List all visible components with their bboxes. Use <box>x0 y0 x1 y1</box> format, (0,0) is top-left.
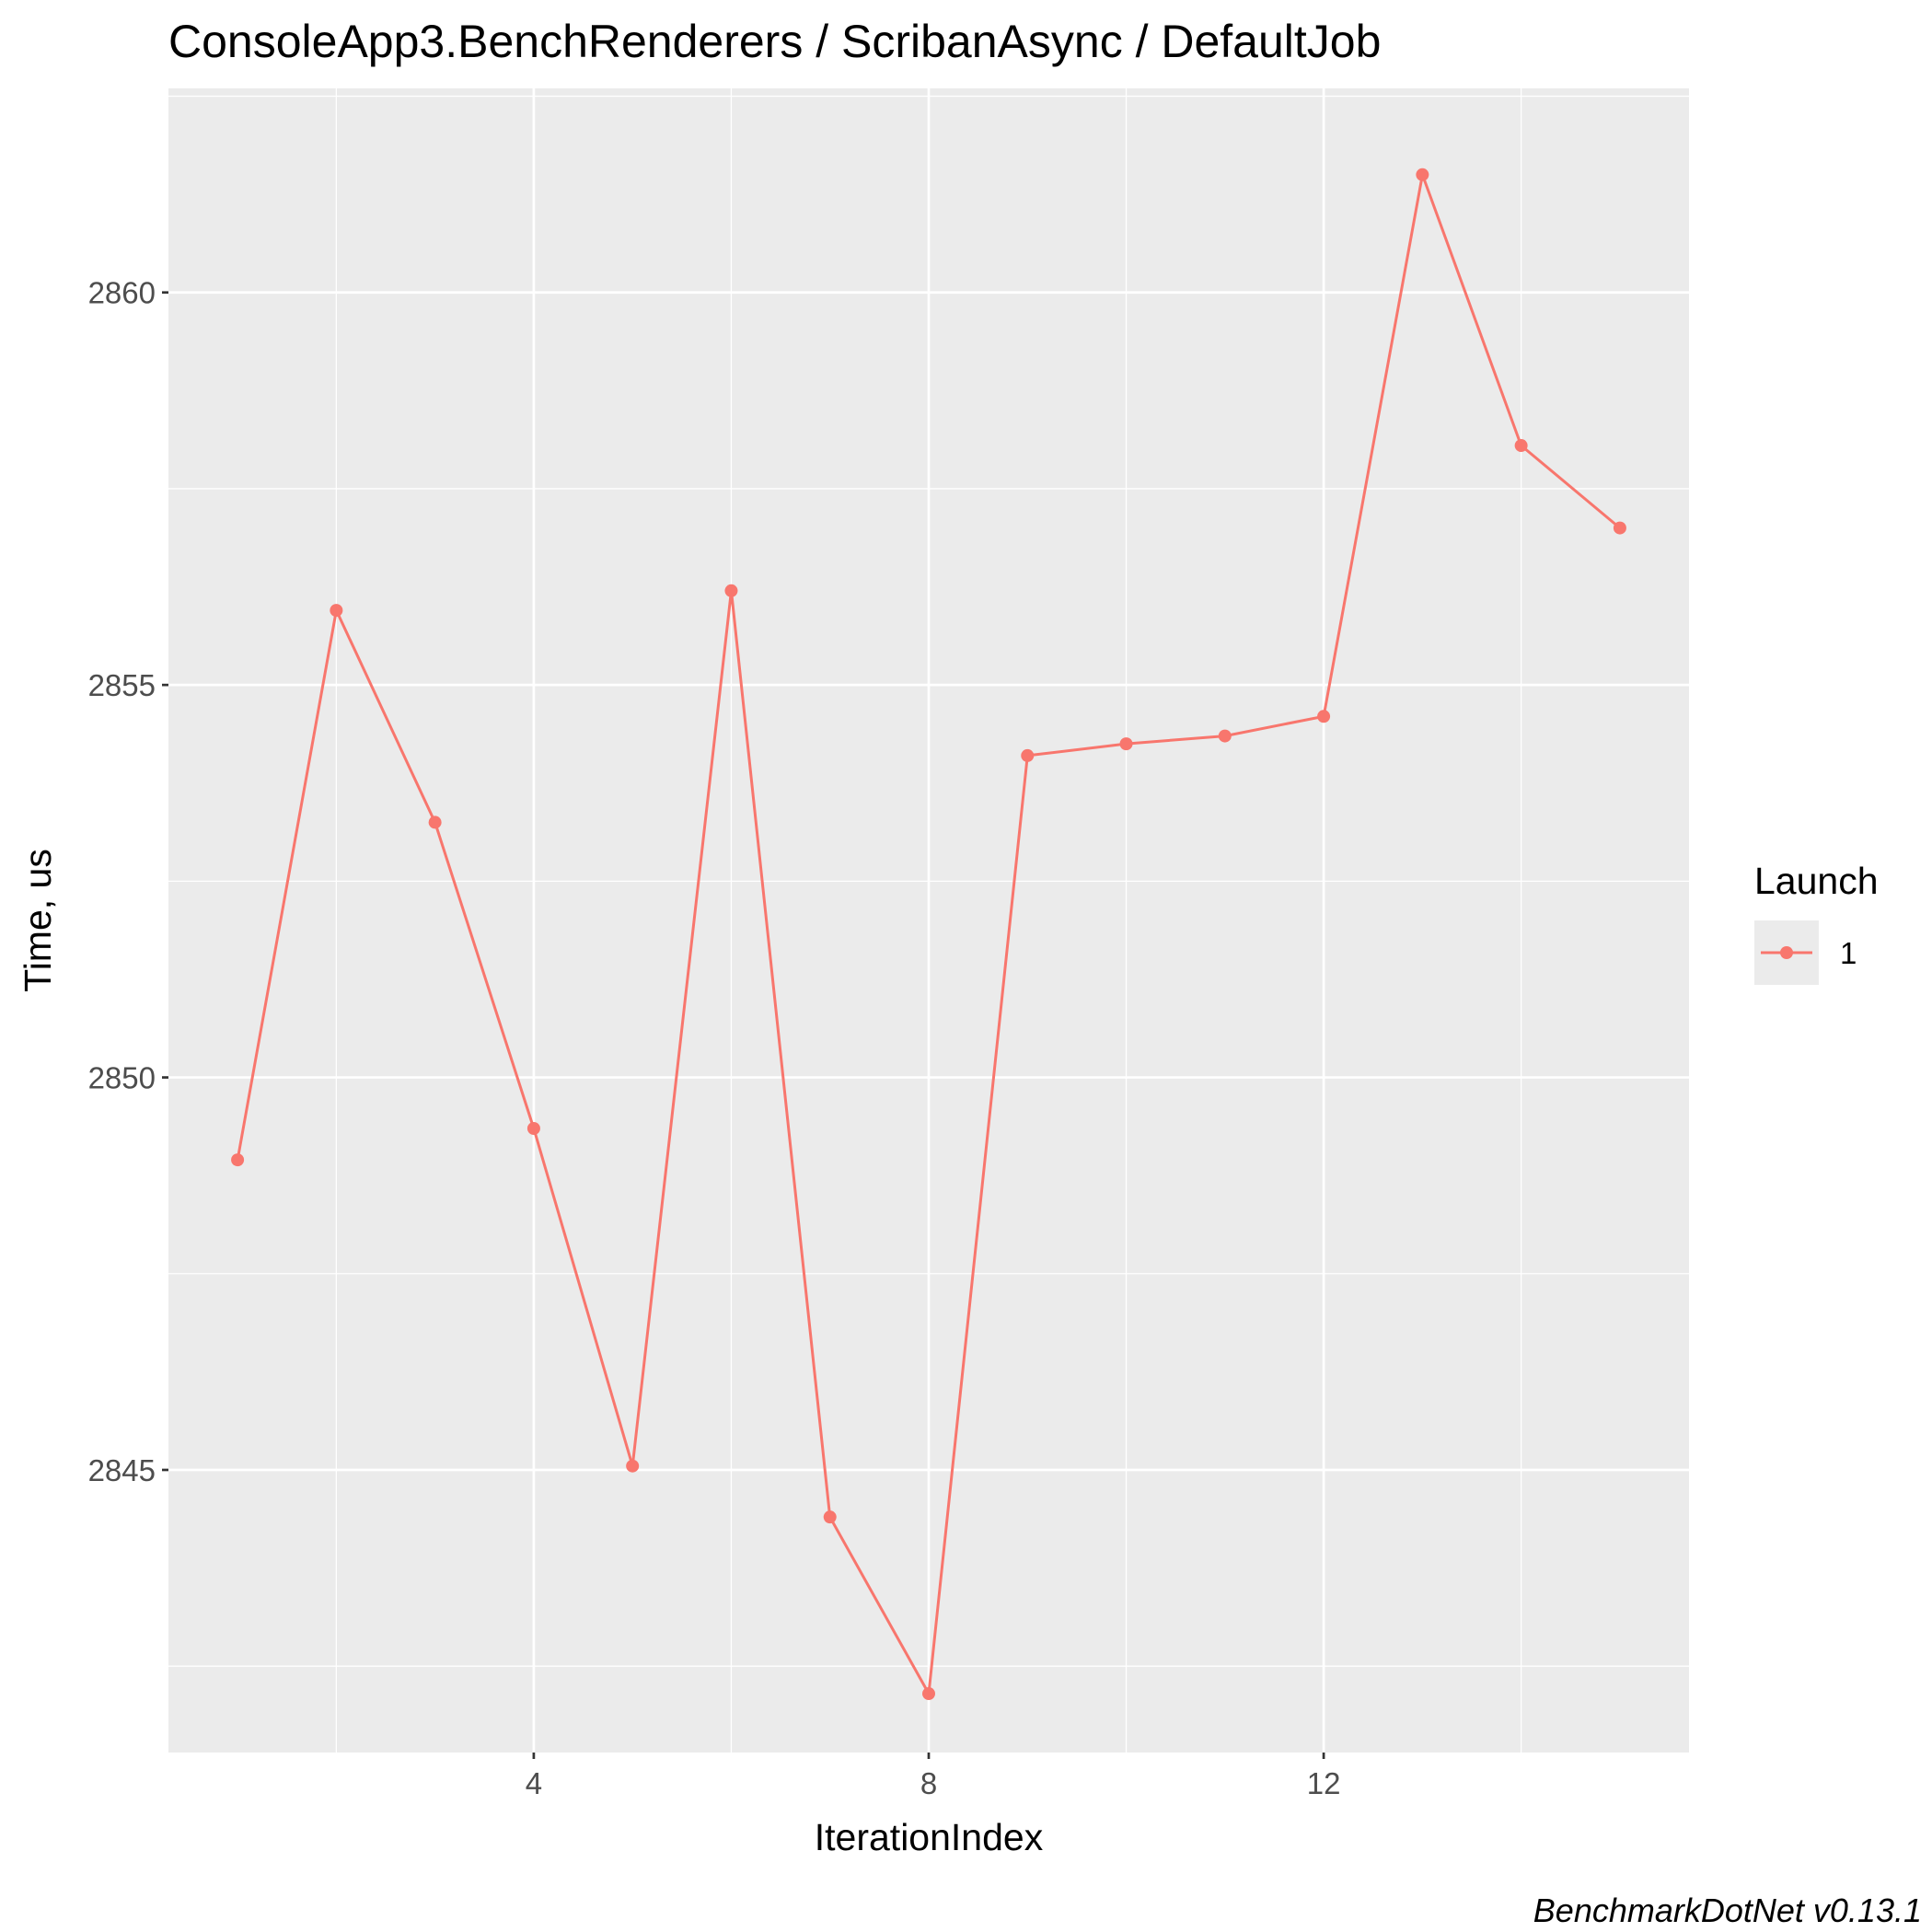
data-point <box>922 1687 935 1701</box>
data-point <box>724 584 738 597</box>
major-gridlines <box>168 88 1689 1753</box>
y-tick-label: 2845 <box>88 1453 156 1487</box>
data-point <box>1317 710 1331 723</box>
x-tick-label: 8 <box>920 1766 937 1800</box>
data-point <box>330 604 343 618</box>
y-tick-label: 2860 <box>88 276 156 310</box>
series-layer <box>231 168 1626 1701</box>
y-axis-title: Time, us <box>17 849 59 992</box>
caption: BenchmarkDotNet v0.13.1 <box>1533 1892 1922 1929</box>
data-point <box>428 816 442 829</box>
legend-title: Launch <box>1754 860 1879 902</box>
data-point <box>1021 748 1035 762</box>
data-point <box>1218 729 1232 743</box>
chart-title: ConsoleApp3.BenchRenderers / ScribanAsyn… <box>168 16 1381 67</box>
x-tick-label: 4 <box>526 1766 542 1800</box>
x-axis-title: IterationIndex <box>815 1816 1044 1858</box>
data-point <box>1514 439 1528 453</box>
x-axis-ticks: 4 8 12 <box>526 1753 1341 1800</box>
data-point <box>823 1510 837 1524</box>
legend-label: 1 <box>1840 936 1857 970</box>
y-tick-label: 2850 <box>88 1061 156 1095</box>
x-tick-label: 12 <box>1307 1766 1341 1800</box>
data-point <box>1416 168 1429 181</box>
y-tick-label: 2855 <box>88 668 156 702</box>
data-point <box>526 1122 540 1135</box>
data-point <box>1119 737 1133 751</box>
data-point <box>231 1153 245 1167</box>
legend-key-point <box>1780 946 1793 959</box>
data-point <box>626 1459 640 1473</box>
legend: Launch 1 <box>1754 860 1879 985</box>
y-axis-ticks: 2845 2850 2855 2860 <box>88 276 168 1487</box>
data-point <box>1613 521 1626 535</box>
